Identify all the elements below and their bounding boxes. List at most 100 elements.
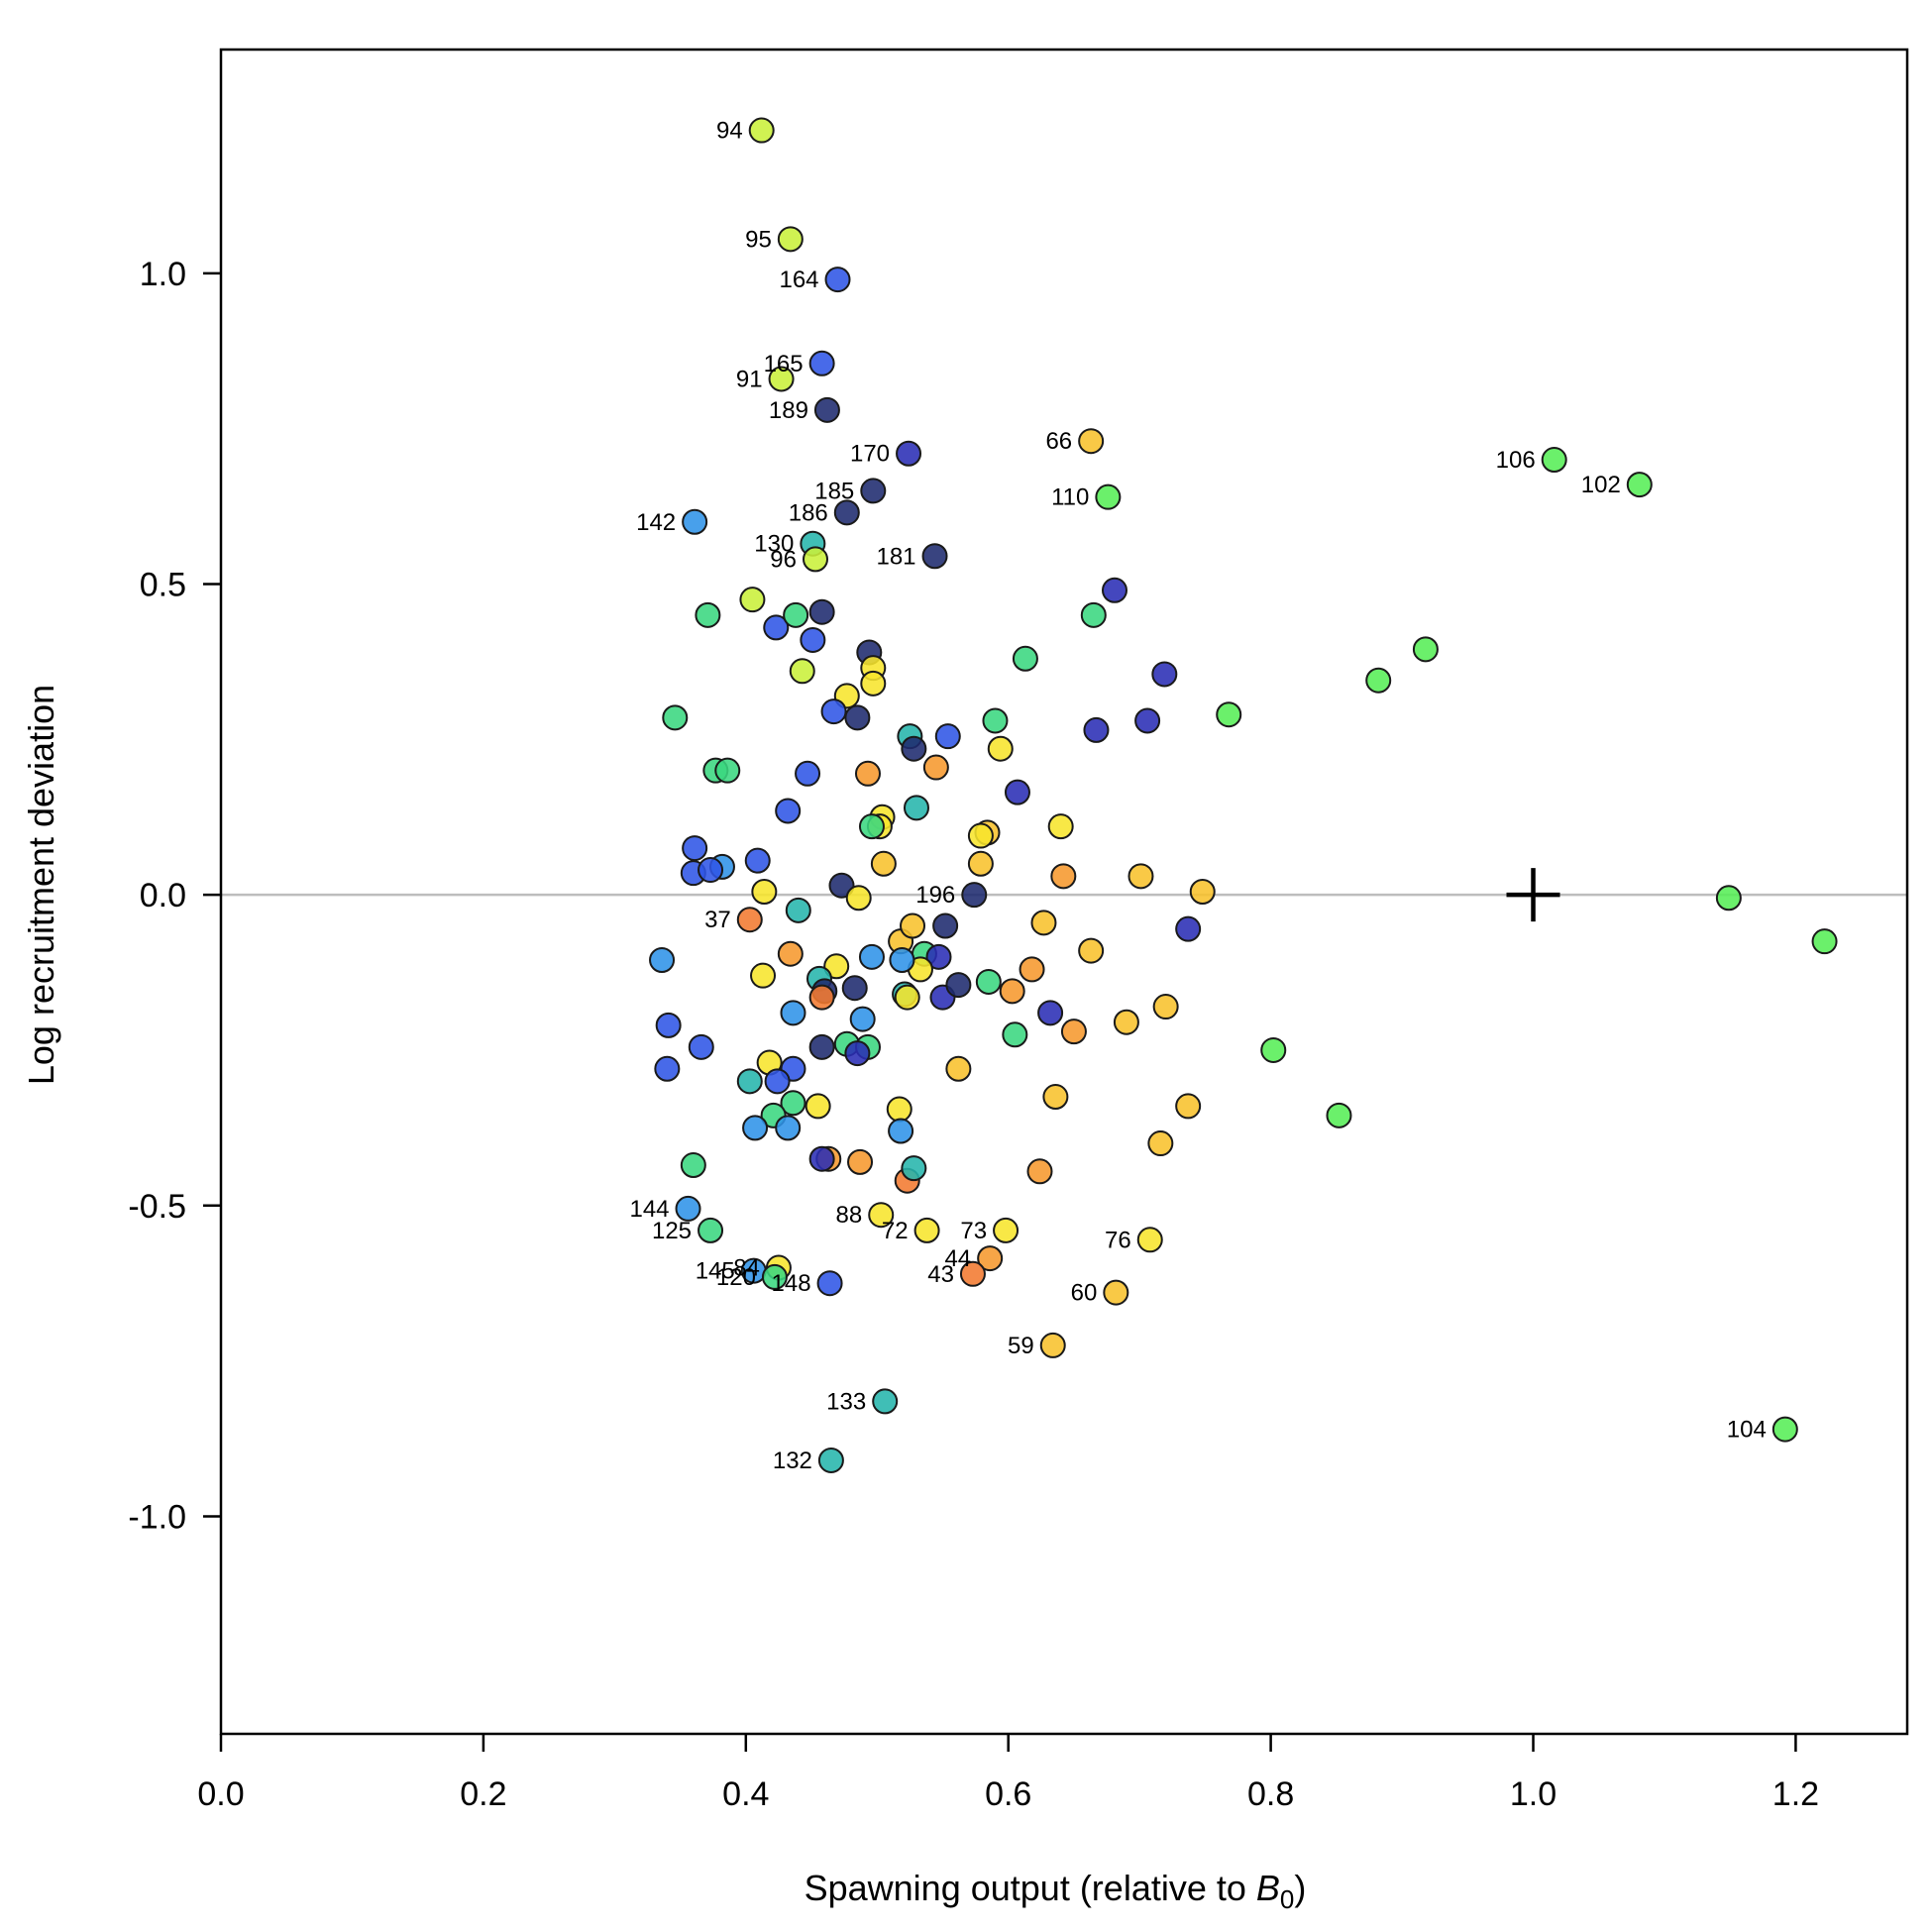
data-point bbox=[934, 723, 961, 750]
point-label: 132 bbox=[773, 1448, 812, 1474]
data-point bbox=[1147, 1130, 1174, 1157]
point-label: 130 bbox=[754, 531, 794, 558]
data-point bbox=[750, 962, 777, 989]
data-point bbox=[1365, 667, 1392, 694]
x-axis-title-close: ) bbox=[1294, 1868, 1306, 1908]
data-point bbox=[858, 813, 885, 840]
data-point bbox=[959, 1260, 986, 1287]
data-point bbox=[1030, 910, 1057, 936]
data-point bbox=[913, 1217, 940, 1243]
data-point bbox=[967, 822, 994, 849]
data-point bbox=[1113, 1009, 1139, 1035]
data-point bbox=[868, 1202, 895, 1229]
point-label: 181 bbox=[876, 543, 915, 570]
data-point bbox=[785, 897, 811, 923]
data-point bbox=[1037, 1000, 1064, 1026]
data-point bbox=[872, 1388, 899, 1415]
data-point bbox=[1080, 601, 1107, 628]
data-point bbox=[889, 947, 915, 974]
data-point bbox=[698, 857, 724, 884]
data-point bbox=[1151, 661, 1178, 688]
data-point bbox=[845, 885, 872, 912]
data-point bbox=[1189, 879, 1216, 905]
point-label: 120 bbox=[716, 1264, 756, 1291]
data-point bbox=[808, 1145, 835, 1172]
data-point bbox=[1012, 645, 1038, 672]
data-point bbox=[982, 707, 1009, 734]
data-point bbox=[655, 1012, 682, 1038]
data-point bbox=[1175, 1093, 1202, 1120]
data-point bbox=[682, 508, 708, 535]
point-label: 60 bbox=[1071, 1280, 1098, 1307]
data-point bbox=[824, 267, 851, 293]
data-point bbox=[777, 226, 804, 253]
data-point bbox=[808, 984, 835, 1011]
data-point bbox=[1002, 1021, 1028, 1048]
data-point bbox=[1060, 1019, 1087, 1045]
data-point bbox=[795, 760, 821, 787]
point-label: 102 bbox=[1581, 472, 1621, 498]
point-label: 189 bbox=[769, 397, 808, 424]
point-label: 44 bbox=[944, 1245, 971, 1272]
y-tick-label: -0.5 bbox=[128, 1188, 186, 1226]
data-point bbox=[751, 879, 778, 905]
data-point bbox=[921, 543, 948, 570]
point-label: 148 bbox=[772, 1270, 811, 1297]
data-point bbox=[833, 499, 860, 526]
x-axis-title-text: Spawning output (relative to bbox=[805, 1868, 1256, 1908]
data-point bbox=[1083, 716, 1110, 743]
data-point bbox=[993, 1217, 1020, 1243]
data-point bbox=[763, 614, 790, 641]
point-label: 145 bbox=[696, 1258, 735, 1285]
data-point bbox=[816, 1270, 843, 1297]
point-label: 164 bbox=[779, 267, 818, 293]
data-point bbox=[688, 1033, 714, 1060]
data-point bbox=[925, 943, 952, 970]
data-point bbox=[654, 1055, 681, 1082]
x-tick-label: 1.0 bbox=[1510, 1775, 1556, 1813]
data-point bbox=[800, 626, 826, 653]
data-point bbox=[844, 704, 871, 731]
data-point bbox=[813, 396, 840, 423]
point-label: 133 bbox=[826, 1388, 866, 1415]
axes-layer: 0.0 0.2 0.4 0.6 0.8 1.0 1.2 -1.0 -0.5 0.0 0.5 1.0 bbox=[128, 48, 1909, 1813]
data-point bbox=[945, 1055, 972, 1082]
data-point bbox=[1103, 1279, 1129, 1306]
point-label: 185 bbox=[814, 478, 854, 504]
data-point bbox=[967, 850, 994, 877]
point-label: 196 bbox=[915, 882, 955, 909]
point-label: 76 bbox=[1105, 1227, 1131, 1253]
data-point bbox=[808, 1033, 835, 1060]
point-label: 73 bbox=[960, 1218, 987, 1244]
data-point bbox=[870, 850, 897, 877]
data-point bbox=[844, 1040, 871, 1067]
data-point bbox=[803, 546, 829, 573]
data-point bbox=[1175, 915, 1202, 942]
data-point bbox=[764, 1068, 791, 1095]
data-point bbox=[1047, 813, 1074, 840]
data-point bbox=[860, 670, 887, 697]
data-point bbox=[999, 978, 1025, 1005]
data-point bbox=[1095, 483, 1122, 510]
data-point bbox=[714, 757, 741, 784]
data-point bbox=[820, 698, 847, 725]
data-point bbox=[977, 1245, 1004, 1272]
y-tick-label: 0.0 bbox=[140, 877, 186, 914]
data-point bbox=[858, 943, 885, 970]
data-point bbox=[1134, 707, 1161, 734]
data-point bbox=[1412, 636, 1439, 663]
y-tick-label: 1.0 bbox=[140, 256, 186, 293]
point-label: 84 bbox=[733, 1255, 760, 1282]
data-point bbox=[675, 1195, 701, 1222]
data-point bbox=[860, 478, 887, 504]
data-point bbox=[1078, 428, 1105, 455]
point-label: 94 bbox=[716, 118, 743, 145]
plot-frame bbox=[219, 48, 1909, 1736]
data-point bbox=[736, 1068, 763, 1095]
points-layer bbox=[649, 117, 1838, 1473]
data-point bbox=[808, 350, 835, 376]
data-point bbox=[742, 1115, 769, 1141]
data-point bbox=[761, 1263, 788, 1290]
data-point bbox=[849, 1006, 876, 1032]
